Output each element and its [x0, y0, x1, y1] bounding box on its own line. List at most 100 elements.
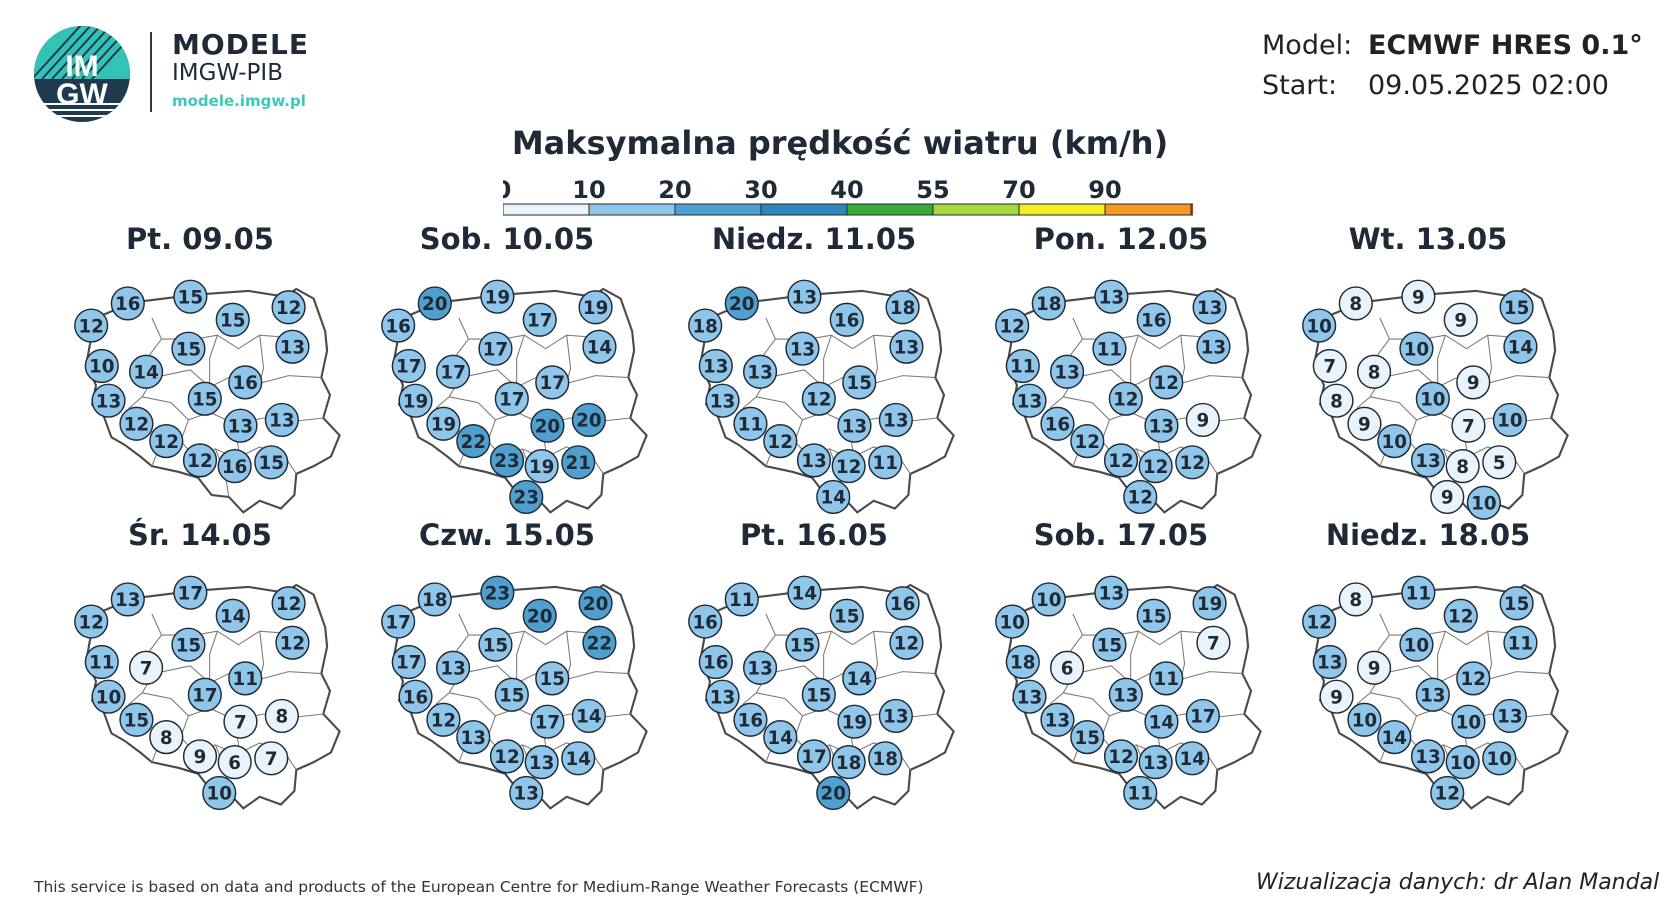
- wind-value-label: 20: [821, 784, 846, 805]
- wind-value-marker: 11: [733, 406, 768, 441]
- wind-value-marker: 10: [1492, 402, 1527, 438]
- wind-marker-circle: [829, 302, 864, 337]
- wind-value-marker: 15: [1092, 627, 1127, 662]
- wind-value-marker: 12: [1456, 661, 1491, 696]
- wind-value-label: 9: [1196, 411, 1209, 432]
- wind-value-marker: 11: [724, 582, 759, 617]
- wind-marker-circle: [1312, 644, 1347, 680]
- wind-marker-circle: [1302, 604, 1337, 639]
- wind-value-marker: 14: [571, 698, 606, 734]
- wind-value-label: 9: [1358, 415, 1371, 436]
- wind-marker-circle: [1136, 302, 1171, 337]
- wind-value-label: 13: [894, 337, 919, 358]
- wind-value-marker: 15: [119, 702, 154, 737]
- wind-value-marker: 14: [215, 598, 250, 633]
- wind-marker-circle: [1443, 302, 1478, 337]
- wind-value-marker: 19: [426, 406, 461, 441]
- wind-value-label: 11: [873, 453, 898, 474]
- wind-value-label: 14: [1180, 749, 1205, 770]
- wind-value-marker: 11: [868, 445, 903, 480]
- wind-value-marker: 12: [1103, 443, 1139, 478]
- wind-marker-circle: [1443, 598, 1478, 633]
- wind-value-marker: 16: [398, 679, 433, 714]
- wind-value-label: 23: [514, 488, 539, 509]
- start-label: Start:: [1262, 70, 1338, 101]
- wind-value-marker: 12: [763, 424, 798, 459]
- legend-segment: [674, 203, 762, 216]
- wind-value-label: 12: [187, 451, 212, 472]
- wind-value-label: 12: [431, 711, 456, 732]
- wind-value-label: 15: [220, 311, 245, 332]
- wind-marker-circle: [733, 406, 768, 441]
- wind-value-marker: 8: [1338, 286, 1373, 321]
- wind-value-label: 17: [178, 583, 203, 604]
- wind-value-label: 15: [483, 635, 508, 656]
- map-title: Maksymalna prędkość wiatru (km/h): [511, 124, 1169, 162]
- legend-segment: [503, 203, 590, 216]
- wind-value-marker: 14: [1144, 704, 1179, 739]
- wind-marker-circle: [801, 381, 836, 416]
- wind-value-label: 10: [96, 687, 121, 708]
- wind-value-label: 8: [160, 728, 173, 749]
- wind-value-label: 19: [1197, 594, 1222, 615]
- wind-value-marker: 12: [1070, 424, 1105, 459]
- wind-marker-circle: [1005, 348, 1040, 384]
- wind-marker-circle: [995, 604, 1030, 639]
- wind-value-marker: 11: [1092, 331, 1127, 366]
- wind-value-marker: 9: [1319, 679, 1354, 714]
- wind-value-label: 17: [385, 612, 410, 633]
- wind-value-marker: 20: [578, 586, 613, 621]
- wind-value-label: 17: [540, 373, 565, 394]
- wind-value-label: 11: [1128, 784, 1153, 805]
- wind-marker-circle: [149, 720, 184, 755]
- wind-marker-circle: [1356, 354, 1392, 389]
- wind-value-label: 12: [894, 633, 919, 654]
- brand-subtitle: IMGW-PIB: [172, 60, 283, 86]
- wind-marker-circle: [1012, 679, 1047, 714]
- wind-value-label: 15: [540, 669, 565, 690]
- wind-value-marker: 13: [1410, 739, 1446, 774]
- wind-value-marker: 13: [1312, 644, 1347, 680]
- wind-marker-circle: [1005, 644, 1040, 680]
- legend-tick-label: 30: [744, 176, 777, 204]
- wind-value-label: 13: [1054, 363, 1079, 384]
- wind-value-marker: 15: [478, 627, 513, 662]
- wind-value-marker: 17: [187, 677, 222, 712]
- wind-value-label: 12: [1108, 451, 1133, 472]
- wind-value-marker: 10: [1466, 485, 1501, 520]
- wind-value-marker: 13: [787, 279, 822, 314]
- wind-value-label: 19: [485, 287, 510, 308]
- region-border: [209, 631, 218, 684]
- wind-marker-circle: [1456, 365, 1491, 400]
- wind-value-label: 20: [576, 411, 601, 432]
- wind-value-marker: 14: [128, 354, 164, 389]
- wind-marker-circle: [530, 704, 565, 739]
- wind-value-marker: 18: [1031, 286, 1066, 321]
- wind-value-label: 16: [115, 294, 140, 315]
- wind-value-label: 19: [403, 391, 428, 412]
- wind-marker-circle: [724, 286, 759, 321]
- wind-value-label: 15: [847, 373, 872, 394]
- wind-value-marker: 13: [705, 679, 740, 714]
- brand-url-link[interactable]: modele.imgw.pl: [172, 92, 306, 110]
- wind-value-label: 13: [280, 337, 305, 358]
- wind-marker-circle: [831, 745, 866, 780]
- wind-value-marker: 16: [228, 365, 263, 400]
- wind-value-marker: 13: [1192, 290, 1227, 325]
- wind-marker-circle: [1445, 449, 1480, 484]
- wind-marker-circle: [1144, 408, 1179, 443]
- wind-value-marker: 15: [254, 445, 289, 480]
- wind-marker-circle: [494, 381, 529, 416]
- wind-marker-circle: [831, 449, 866, 484]
- wind-marker-circle: [1092, 331, 1127, 366]
- wind-marker-circle: [494, 677, 529, 712]
- color-scale-legend: 0 10 20 30 40 55 70 90: [503, 176, 1193, 216]
- wind-value-marker: 20: [816, 775, 851, 811]
- wind-marker-circle: [1175, 741, 1210, 776]
- wind-value-marker: 9: [1401, 279, 1436, 314]
- wind-value-marker: 13: [796, 443, 832, 478]
- wind-marker-circle: [128, 354, 164, 389]
